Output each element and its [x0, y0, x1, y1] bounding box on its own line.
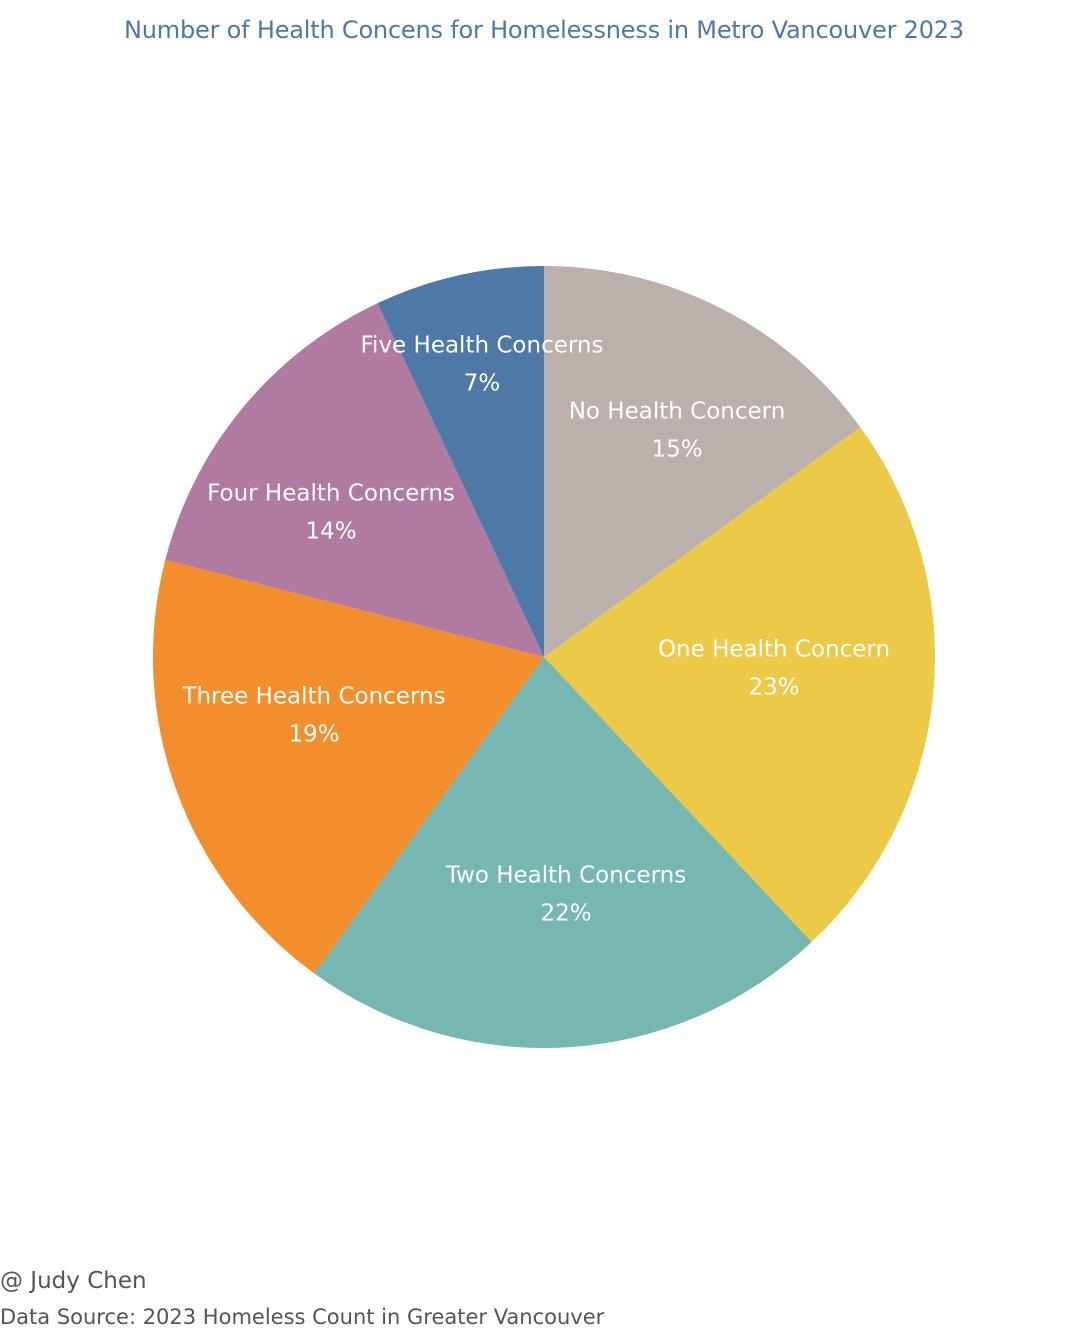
chart-title: Number of Health Concens for Homelessnes… — [124, 16, 964, 44]
slice-category-label: No Health Concern — [569, 399, 786, 425]
author-credit: @ Judy Chen — [0, 1268, 147, 1294]
slice-category-label: One Health Concern — [658, 637, 890, 663]
slice-category-label: Four Health Concerns — [207, 481, 455, 507]
slice-value-label: 15% — [651, 437, 702, 463]
slice-value-label: 23% — [748, 675, 799, 701]
slice-category-label: Five Health Concerns — [361, 333, 604, 359]
pie-slice-four-health-concerns[interactable] — [165, 303, 544, 657]
slice-category-label: Two Health Concerns — [445, 863, 686, 889]
pie-labels: No Health Concern 15% One Health Concern 23… — [181, 333, 890, 927]
slice-value-label: 7% — [464, 371, 501, 397]
pie-slice-no-health-concern[interactable] — [544, 266, 861, 657]
slice-category-label: Three Health Concerns — [181, 684, 445, 710]
pie-slice-five-health-concerns[interactable] — [377, 266, 544, 657]
pie-slices — [152, 266, 936, 1049]
pie-slice-two-health-concerns[interactable] — [314, 657, 812, 1049]
slice-value-label: 22% — [540, 901, 591, 927]
pie-slice-one-health-concern[interactable] — [544, 427, 936, 943]
pie-slice-three-health-concerns[interactable] — [152, 559, 544, 974]
data-source-note: Data Source: 2023 Homeless Count in Grea… — [0, 1305, 605, 1329]
slice-value-label: 14% — [305, 519, 356, 545]
slice-value-label: 19% — [288, 722, 339, 748]
